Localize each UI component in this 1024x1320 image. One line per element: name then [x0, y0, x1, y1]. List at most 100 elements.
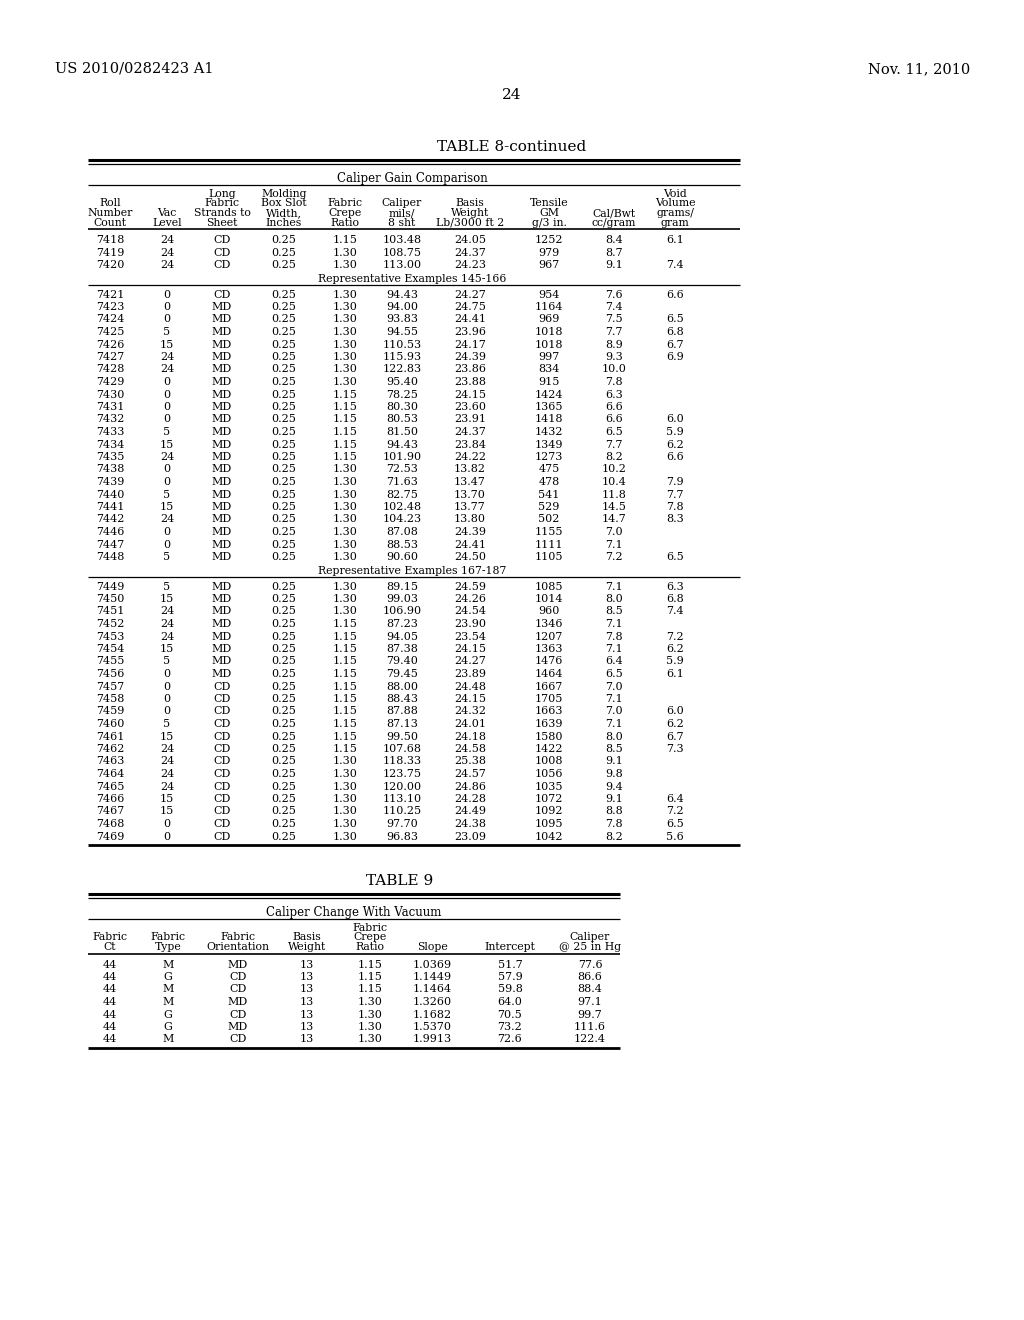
Text: 5.6: 5.6	[667, 832, 684, 842]
Text: 93.83: 93.83	[386, 314, 418, 325]
Text: 24: 24	[160, 352, 174, 362]
Text: 94.43: 94.43	[386, 289, 418, 300]
Text: Fabric: Fabric	[328, 198, 362, 209]
Text: 7.0: 7.0	[605, 706, 623, 717]
Text: 7418: 7418	[96, 235, 124, 246]
Text: 71.63: 71.63	[386, 477, 418, 487]
Text: CD: CD	[213, 289, 230, 300]
Text: 7.7: 7.7	[605, 327, 623, 337]
Text: 5: 5	[164, 719, 171, 729]
Text: 44: 44	[102, 985, 117, 994]
Text: 1.30: 1.30	[333, 502, 357, 512]
Text: 0.25: 0.25	[271, 594, 296, 605]
Text: 0: 0	[164, 477, 171, 487]
Text: Sheet: Sheet	[206, 218, 238, 227]
Text: MD: MD	[212, 490, 232, 499]
Text: 24.28: 24.28	[454, 795, 486, 804]
Text: 78.25: 78.25	[386, 389, 418, 400]
Text: CD: CD	[213, 706, 230, 717]
Text: 1111: 1111	[535, 540, 563, 549]
Text: 1424: 1424	[535, 389, 563, 400]
Text: 24.86: 24.86	[454, 781, 486, 792]
Text: 7.5: 7.5	[605, 314, 623, 325]
Text: 1.1682: 1.1682	[413, 1010, 452, 1019]
Text: 0.25: 0.25	[271, 527, 296, 537]
Text: 23.90: 23.90	[454, 619, 486, 630]
Text: 24.48: 24.48	[454, 681, 486, 692]
Text: 7434: 7434	[96, 440, 124, 450]
Text: 89.15: 89.15	[386, 582, 418, 591]
Text: MD: MD	[212, 527, 232, 537]
Text: 1667: 1667	[535, 681, 563, 692]
Text: 23.89: 23.89	[454, 669, 486, 678]
Text: CD: CD	[213, 260, 230, 271]
Text: 88.00: 88.00	[386, 681, 418, 692]
Text: 6.3: 6.3	[667, 582, 684, 591]
Text: 7424: 7424	[96, 314, 124, 325]
Text: 9.1: 9.1	[605, 756, 623, 767]
Text: 1252: 1252	[535, 235, 563, 246]
Text: 24: 24	[160, 515, 174, 524]
Text: 23.96: 23.96	[454, 327, 486, 337]
Text: 24.75: 24.75	[454, 302, 486, 312]
Text: 7449: 7449	[96, 582, 124, 591]
Text: 90.60: 90.60	[386, 552, 418, 562]
Text: CD: CD	[213, 681, 230, 692]
Text: MD: MD	[212, 352, 232, 362]
Text: 1.15: 1.15	[333, 451, 357, 462]
Text: 24: 24	[160, 364, 174, 375]
Text: 7419: 7419	[96, 248, 124, 257]
Text: 24: 24	[502, 88, 522, 102]
Text: 7.1: 7.1	[605, 694, 623, 704]
Text: @ 25 in Hg: @ 25 in Hg	[559, 942, 622, 952]
Text: grams/: grams/	[656, 209, 694, 218]
Text: MD: MD	[212, 465, 232, 474]
Text: 0: 0	[164, 414, 171, 425]
Text: 57.9: 57.9	[498, 972, 522, 982]
Text: 0: 0	[164, 540, 171, 549]
Text: Type: Type	[155, 942, 181, 952]
Text: 6.0: 6.0	[667, 414, 684, 425]
Text: 1.15: 1.15	[333, 644, 357, 653]
Text: 1365: 1365	[535, 403, 563, 412]
Text: 0.25: 0.25	[271, 302, 296, 312]
Text: CD: CD	[213, 756, 230, 767]
Text: 1.30: 1.30	[333, 302, 357, 312]
Text: 79.45: 79.45	[386, 669, 418, 678]
Text: Weight: Weight	[451, 209, 489, 218]
Text: 1.30: 1.30	[333, 540, 357, 549]
Text: 1663: 1663	[535, 706, 563, 717]
Text: 11.8: 11.8	[601, 490, 627, 499]
Text: GM: GM	[539, 209, 559, 218]
Text: 1.9913: 1.9913	[413, 1035, 452, 1044]
Text: 979: 979	[539, 248, 560, 257]
Text: 118.33: 118.33	[382, 756, 422, 767]
Text: 1018: 1018	[535, 327, 563, 337]
Text: 24: 24	[160, 451, 174, 462]
Text: 0.25: 0.25	[271, 477, 296, 487]
Text: Caliper: Caliper	[570, 932, 610, 942]
Text: 541: 541	[539, 490, 560, 499]
Text: Box Slot: Box Slot	[261, 198, 307, 209]
Text: 44: 44	[102, 1022, 117, 1032]
Text: 0: 0	[164, 681, 171, 692]
Text: Level: Level	[153, 218, 182, 227]
Text: 0.25: 0.25	[271, 490, 296, 499]
Text: 5.9: 5.9	[667, 656, 684, 667]
Text: 5: 5	[164, 426, 171, 437]
Text: 5: 5	[164, 490, 171, 499]
Text: 7.8: 7.8	[667, 502, 684, 512]
Text: 1.30: 1.30	[333, 248, 357, 257]
Text: 13.82: 13.82	[454, 465, 486, 474]
Text: 6.7: 6.7	[667, 339, 684, 350]
Text: 13: 13	[300, 1022, 314, 1032]
Text: 77.6: 77.6	[578, 960, 602, 969]
Text: 87.13: 87.13	[386, 719, 418, 729]
Text: 0: 0	[164, 832, 171, 842]
Text: 8.5: 8.5	[605, 606, 623, 616]
Text: 108.75: 108.75	[383, 248, 422, 257]
Text: Representative Examples 145-166: Representative Examples 145-166	[317, 273, 506, 284]
Text: 1105: 1105	[535, 552, 563, 562]
Text: 7.8: 7.8	[605, 631, 623, 642]
Text: 87.38: 87.38	[386, 644, 418, 653]
